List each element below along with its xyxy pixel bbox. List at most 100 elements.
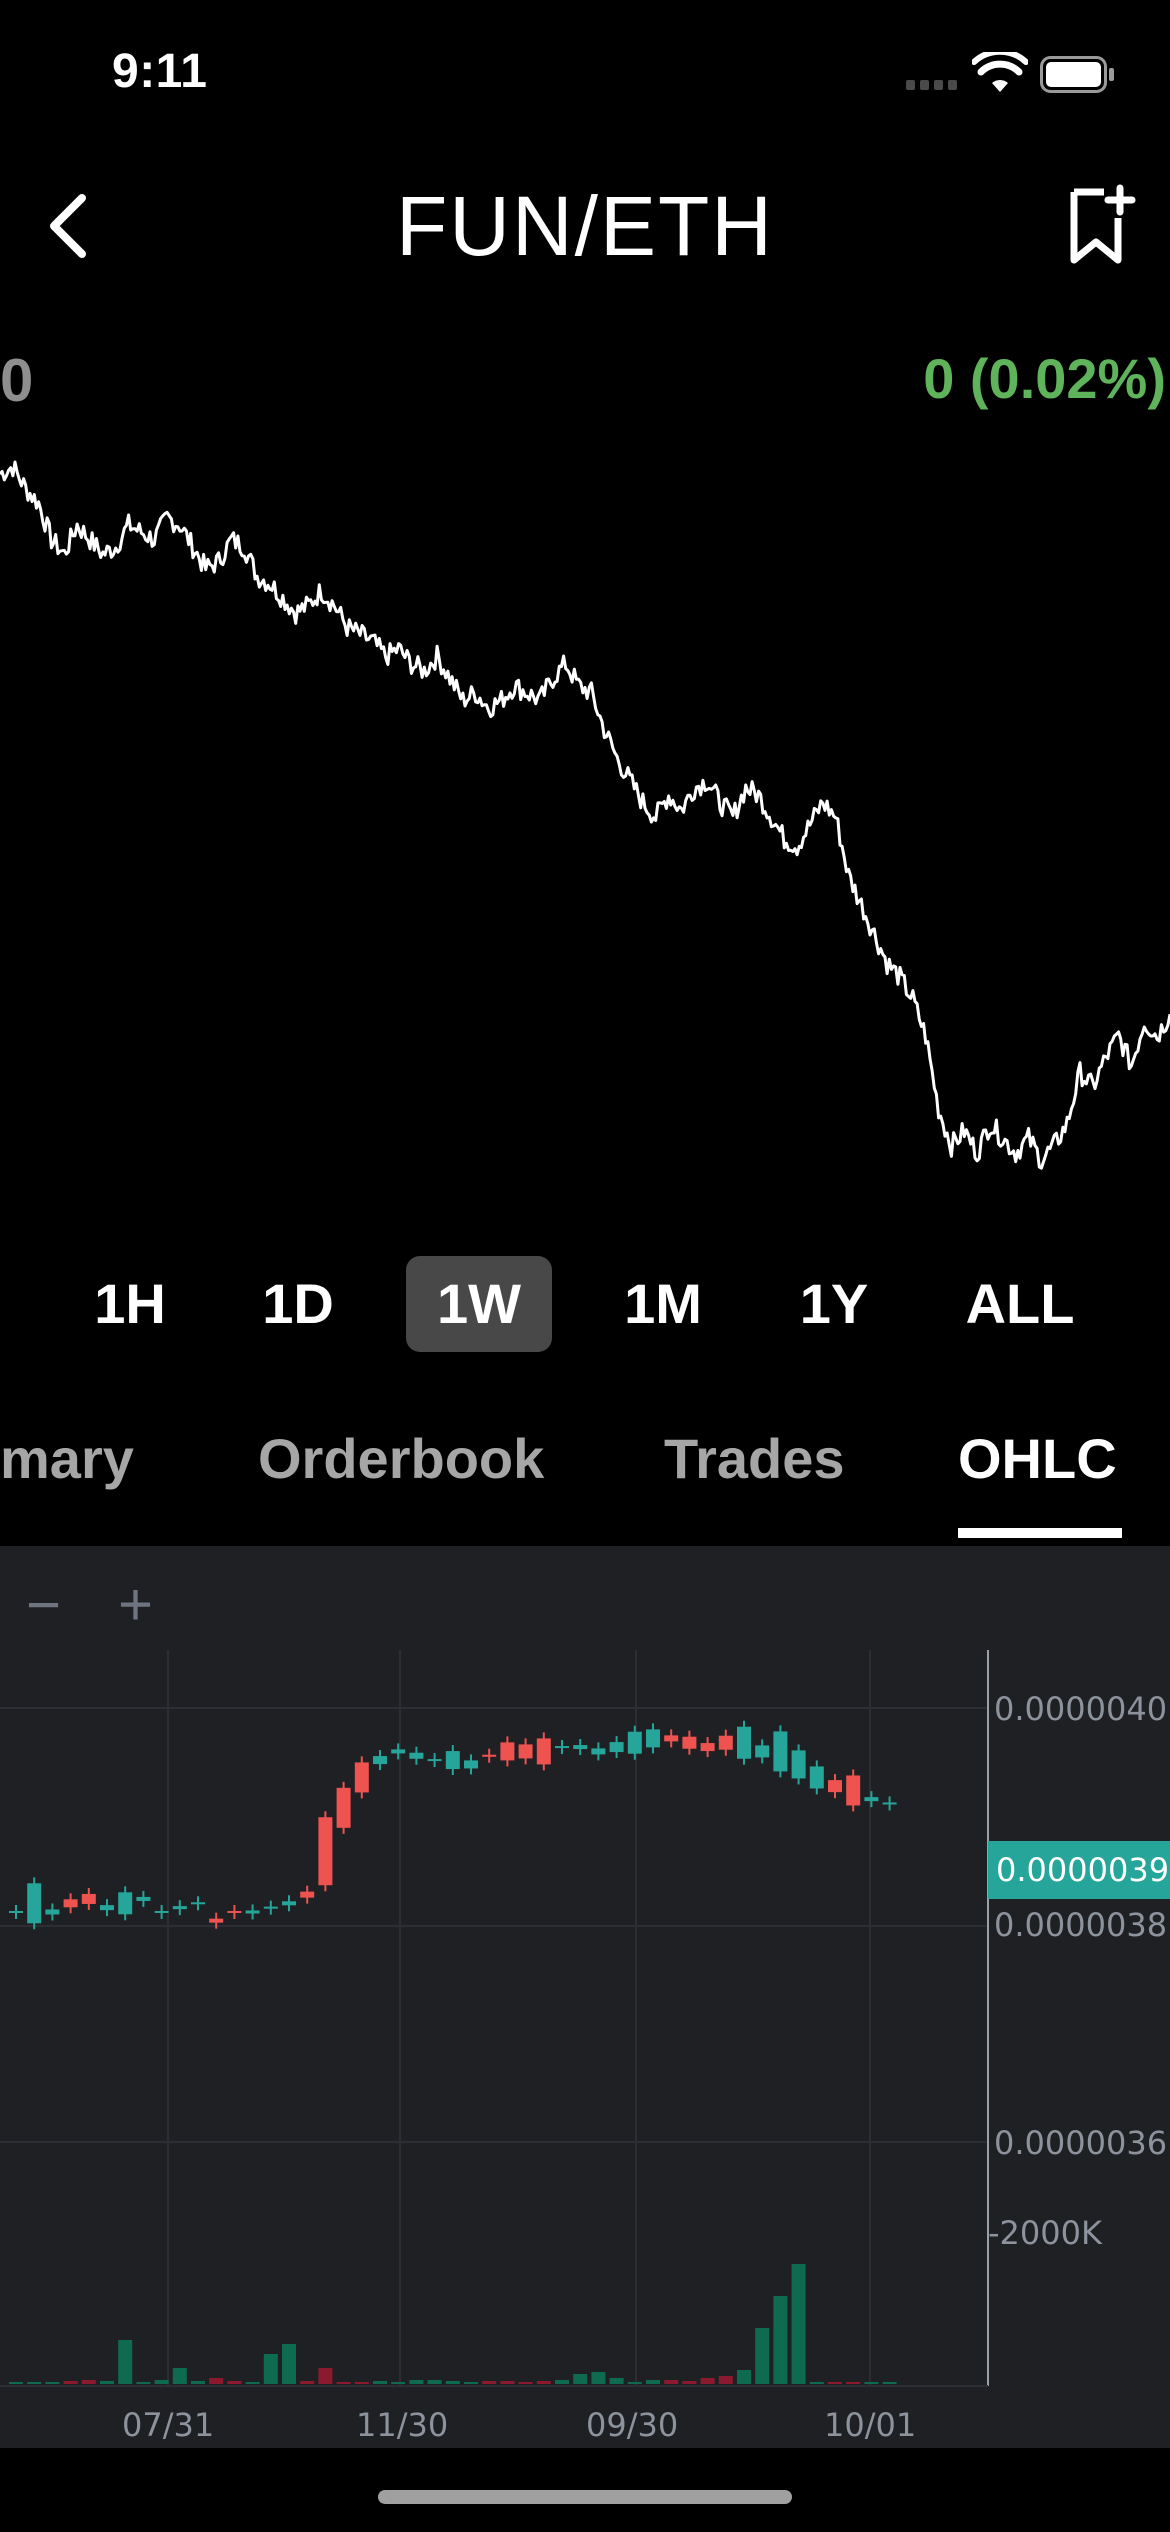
current-price-tag: 0.0000039 [988, 1841, 1170, 1899]
range-button-1y[interactable]: 1Y [799, 1272, 869, 1335]
candle-body [555, 1746, 569, 1749]
volume-bar [627, 2382, 642, 2384]
candle-body [609, 1742, 624, 1753]
candle-body [245, 1910, 260, 1914]
pair-title: FUN/ETH [396, 179, 774, 273]
volume-bar [81, 2380, 96, 2384]
volume-bar [45, 2382, 60, 2384]
candle-body [718, 1735, 733, 1750]
time-axis-label: 07/31 [122, 2406, 215, 2444]
volume-bar [682, 2381, 697, 2384]
candle-body [427, 1759, 442, 1762]
volume-bar [227, 2381, 242, 2384]
volume-bar [718, 2376, 733, 2384]
range-button-all[interactable]: ALL [965, 1272, 1075, 1335]
volume-bar [300, 2381, 315, 2384]
tab-trades[interactable]: Trades [664, 1427, 845, 1490]
candle-body [191, 1902, 205, 1905]
candle-body [664, 1735, 679, 1742]
volume-bar [737, 2370, 751, 2384]
volume-bar [154, 2380, 169, 2384]
candle-body [464, 1760, 478, 1769]
volume-bar [409, 2380, 424, 2384]
volume-bar [536, 2381, 551, 2384]
volume-bar [664, 2380, 679, 2384]
price-axis-label: 0.0000036 [994, 2124, 1168, 2162]
ohlc-panel [0, 1546, 1170, 2448]
candle-body [755, 1745, 770, 1758]
candle-body [700, 1743, 715, 1752]
volume-bar [591, 2372, 606, 2384]
time-axis-label: 09/30 [586, 2406, 679, 2444]
tab-ohlc[interactable]: OHLC [958, 1427, 1117, 1490]
range-button-1d[interactable]: 1D [262, 1272, 334, 1335]
candle-body [646, 1729, 660, 1748]
candle-body [354, 1762, 369, 1793]
candle-body [773, 1731, 788, 1772]
volume-bar [354, 2382, 369, 2384]
candle-body [227, 1910, 242, 1913]
back-chevron-icon[interactable] [36, 190, 96, 262]
volume-bar [809, 2382, 824, 2384]
current-price: 0 [0, 347, 34, 414]
volume-bar [373, 2381, 387, 2384]
volume-bar [773, 2296, 788, 2384]
candle-body [9, 1910, 23, 1913]
time-axis-label: 10/01 [824, 2406, 917, 2444]
candle-body [409, 1752, 424, 1759]
volume-bar [828, 2382, 842, 2384]
zoom-in-button[interactable]: + [118, 1571, 154, 1638]
range-button-1m[interactable]: 1M [624, 1272, 702, 1335]
candle-body [282, 1901, 296, 1906]
battery-icon [1040, 56, 1114, 93]
volume-series [9, 2264, 897, 2384]
volume-bar [245, 2382, 260, 2384]
candle-body [136, 1896, 151, 1901]
candle-body [882, 1802, 897, 1805]
volume-bar [755, 2328, 770, 2384]
candle-body [627, 1731, 642, 1754]
price-axis-label: 0.0000038 [994, 1906, 1168, 1944]
candle-body [209, 1918, 224, 1923]
bookmark-add-icon[interactable] [1066, 184, 1136, 268]
tab-summary[interactable]: mary [0, 1427, 134, 1490]
home-indicator [378, 2490, 792, 2504]
volume-bar [263, 2354, 278, 2384]
candle-body [791, 1750, 806, 1779]
candle-body [682, 1736, 697, 1749]
volume-bar [336, 2382, 351, 2384]
candle-body [373, 1756, 387, 1765]
candle-body [300, 1891, 315, 1898]
volume-bar [282, 2344, 296, 2384]
candlestick-series [9, 1720, 897, 1930]
candle-body [809, 1766, 824, 1789]
volume-bar [118, 2340, 133, 2384]
range-button-1h[interactable]: 1H [94, 1272, 166, 1335]
volume-bar [555, 2380, 569, 2384]
candle-body [828, 1780, 842, 1793]
price-series-line [0, 460, 1170, 1170]
volume-bar [318, 2368, 333, 2384]
volume-bar [518, 2382, 533, 2384]
candle-body [172, 1906, 187, 1910]
volume-bar [427, 2380, 442, 2384]
volume-bar [172, 2368, 187, 2384]
candle-body [500, 1742, 515, 1761]
status-time: 9:11 [112, 45, 208, 98]
range-button-1w[interactable]: 1W [406, 1256, 552, 1352]
candle-body [591, 1748, 606, 1755]
zoom-out-button[interactable]: − [26, 1571, 62, 1638]
candle-body [263, 1906, 278, 1909]
candle-body [336, 1787, 351, 1828]
candle-body [63, 1899, 78, 1908]
ohlc-chart[interactable] [0, 1546, 1170, 2448]
volume-bar [191, 2381, 205, 2384]
tab-orderbook[interactable]: Orderbook [258, 1427, 545, 1490]
price-line-chart[interactable] [0, 440, 1170, 1210]
candle-body [391, 1749, 406, 1754]
candle-body [445, 1751, 460, 1770]
volume-bar [882, 2382, 897, 2384]
candle-body [154, 1910, 169, 1913]
candle-body [482, 1754, 497, 1757]
volume-bar [209, 2378, 224, 2384]
